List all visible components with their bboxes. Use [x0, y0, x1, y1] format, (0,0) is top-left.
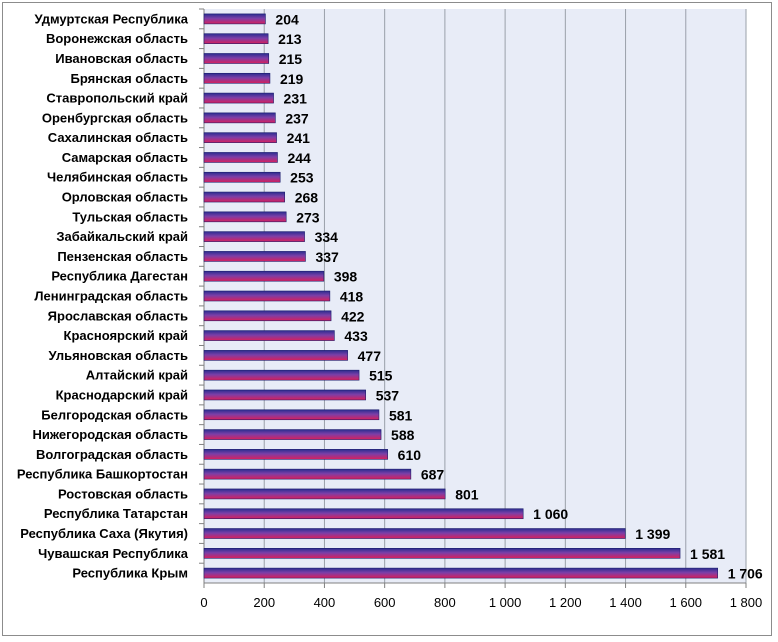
- x-tick-label: 1 200: [549, 595, 582, 610]
- bar: [203, 488, 446, 500]
- bar: [203, 72, 271, 84]
- data-label: 1 706: [728, 566, 763, 582]
- category-label: Республика Крым: [72, 566, 188, 581]
- bar: [203, 92, 274, 104]
- bar: [203, 53, 270, 64]
- bar: [203, 171, 281, 183]
- x-tick-label: 600: [374, 595, 396, 610]
- x-tick-label: 800: [434, 595, 456, 610]
- data-label: 273: [296, 209, 320, 225]
- bar: [203, 409, 380, 421]
- bar: [203, 152, 278, 163]
- bar: [203, 310, 332, 322]
- data-label: 581: [389, 407, 413, 423]
- x-tick-label: 400: [314, 595, 336, 610]
- bar: [203, 33, 269, 44]
- bar: [203, 13, 266, 25]
- category-label: Орловская область: [62, 190, 188, 205]
- category-label: Сахалинская область: [48, 130, 188, 145]
- x-tick-label: 200: [253, 595, 275, 610]
- category-label: Ленинградская область: [34, 289, 188, 304]
- data-label: 219: [280, 71, 304, 87]
- data-label: 610: [398, 447, 422, 463]
- data-label: 215: [279, 51, 303, 67]
- bar: [203, 369, 360, 381]
- data-label: 231: [284, 91, 308, 107]
- x-tick-label: 0: [200, 595, 207, 610]
- category-label: Республика Дагестан: [51, 269, 188, 284]
- data-label: 204: [275, 11, 299, 27]
- bar: [203, 468, 412, 480]
- bar: [203, 389, 366, 401]
- data-label: 687: [421, 467, 445, 483]
- category-label: Алтайский край: [86, 368, 188, 383]
- x-tick-label: 1 000: [489, 595, 522, 610]
- category-label: Чувашская Республика: [38, 546, 189, 561]
- category-label: Тульская область: [72, 209, 188, 224]
- category-label: Ульяновская область: [49, 348, 188, 363]
- bar: [203, 429, 382, 440]
- data-label: 398: [334, 269, 358, 285]
- bar: [203, 567, 718, 579]
- data-label: 337: [315, 249, 339, 265]
- bar: [203, 449, 388, 460]
- category-label: Ивановская область: [55, 51, 188, 66]
- category-label: Нижегородская область: [32, 427, 188, 442]
- data-label: 418: [340, 289, 364, 305]
- bar: [203, 350, 348, 361]
- category-label: Пензенская область: [57, 249, 188, 264]
- category-label: Ростовская область: [58, 486, 188, 501]
- bar: [203, 330, 335, 341]
- x-tick-label: 1 400: [609, 595, 642, 610]
- category-label: Республика Саха (Якутия): [20, 526, 188, 541]
- category-label: Самарская область: [62, 150, 188, 165]
- category-label: Брянская область: [71, 71, 188, 86]
- bar: [203, 251, 306, 262]
- data-label: 244: [287, 150, 311, 166]
- bar: [203, 290, 331, 302]
- category-label: Республика Башкортостан: [17, 467, 188, 482]
- data-label: 515: [369, 368, 393, 384]
- x-tick-label: 1 600: [670, 595, 703, 610]
- bar: [203, 132, 277, 143]
- category-label: Воронежская область: [46, 31, 188, 46]
- category-label: Белгородская область: [41, 407, 188, 422]
- data-label: 237: [285, 110, 309, 126]
- category-label: Ставропольский край: [46, 91, 188, 106]
- category-label: Забайкальский край: [56, 229, 188, 244]
- data-label: 334: [315, 229, 339, 245]
- data-label: 422: [341, 308, 365, 324]
- data-label: 477: [358, 348, 382, 364]
- category-label: Республика Татарстан: [44, 506, 188, 521]
- bar: [203, 231, 305, 242]
- category-label: Красноярский край: [64, 328, 188, 343]
- data-label: 241: [287, 130, 311, 146]
- bar: [203, 508, 524, 520]
- bar: [203, 191, 285, 203]
- bar: [203, 528, 626, 539]
- data-label: 1 581: [690, 546, 725, 562]
- x-tick-label: 1 800: [730, 595, 763, 610]
- data-label: 1 399: [635, 526, 670, 542]
- bar: [203, 548, 681, 559]
- bar: [203, 112, 276, 124]
- data-label: 1 060: [533, 506, 568, 522]
- category-label: Челябинская область: [47, 170, 188, 185]
- data-label: 253: [290, 170, 314, 186]
- bar: [203, 211, 287, 223]
- category-label: Оренбургская область: [42, 110, 188, 125]
- data-label: 433: [344, 328, 368, 344]
- bar: [203, 270, 325, 282]
- category-label: Волгоградская область: [36, 447, 188, 462]
- category-label: Ярославская область: [48, 308, 188, 323]
- data-label: 588: [391, 427, 415, 443]
- data-label: 537: [376, 387, 400, 403]
- data-label: 268: [295, 190, 319, 206]
- category-label: Краснодарский край: [56, 387, 188, 402]
- category-label: Удмуртская Республика: [34, 11, 188, 26]
- data-label: 213: [278, 31, 302, 47]
- data-label: 801: [455, 486, 479, 502]
